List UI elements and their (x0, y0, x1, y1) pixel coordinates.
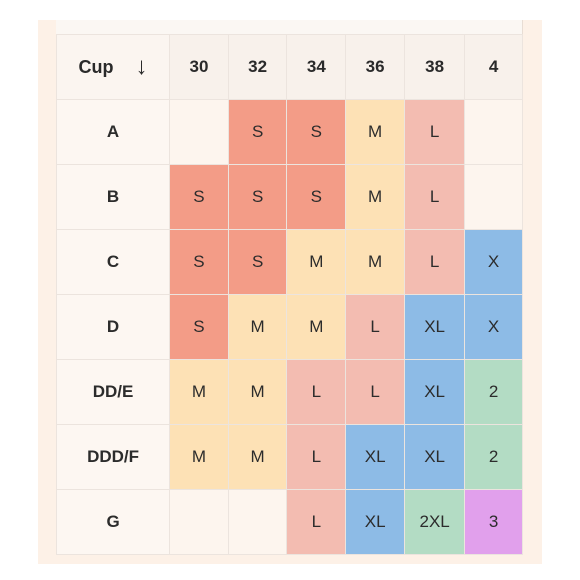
size-cell: L (404, 164, 466, 230)
size-cell: 2XL (404, 489, 466, 555)
size-cell: M (345, 229, 406, 295)
band-size-header: 36 (345, 34, 406, 100)
band-size-header: 4 (464, 34, 523, 100)
size-cell: S (169, 294, 229, 360)
size-cell: L (345, 359, 406, 425)
band-size-header: 34 (286, 34, 347, 100)
table-top-strip (56, 20, 523, 35)
cup-column-header[interactable]: Cup ↓ (56, 34, 171, 100)
table-row: D S M M L XL X (56, 294, 523, 360)
size-cell: L (404, 99, 466, 165)
band-size-header: 30 (169, 34, 229, 100)
size-cell: 3 (464, 489, 523, 555)
cup-size-label: DD/E (56, 359, 171, 425)
size-cell: M (286, 229, 347, 295)
size-cell: M (227, 359, 288, 425)
size-cell: S (169, 229, 229, 295)
table-row: G L XL 2XL 3 (56, 489, 523, 555)
size-cell: M (345, 164, 406, 230)
size-cell: S (227, 164, 288, 230)
size-cell: S (227, 99, 288, 165)
size-cell: XL (404, 424, 466, 490)
header-row: Cup ↓ 30 32 34 36 38 4 (56, 34, 523, 100)
divider (522, 20, 523, 34)
size-cell: XL (404, 359, 466, 425)
size-cell: S (286, 164, 347, 230)
cup-size-label: B (56, 164, 171, 230)
size-cell: 2 (464, 424, 523, 490)
cup-size-label: D (56, 294, 171, 360)
band-size-header: 32 (227, 34, 288, 100)
size-cell: L (404, 229, 466, 295)
cup-size-label: G (56, 489, 171, 555)
size-cell: XL (345, 489, 406, 555)
cup-size-label: C (56, 229, 171, 295)
size-cell: XL (404, 294, 466, 360)
sort-arrow-down-icon[interactable]: ↓ (135, 53, 148, 80)
table-row: DD/E M M L L XL 2 (56, 359, 523, 425)
cup-header-label: Cup (78, 56, 114, 77)
table-row: DDD/F M M L XL XL 2 (56, 424, 523, 490)
size-cell: S (286, 99, 347, 165)
right-edge-panel (523, 20, 542, 564)
size-cell (464, 99, 523, 165)
size-cell: S (227, 229, 288, 295)
size-cell: L (286, 359, 347, 425)
size-cell: X (464, 229, 523, 295)
size-cell: L (286, 424, 347, 490)
size-cell: XL (345, 424, 406, 490)
size-cell: M (227, 424, 288, 490)
size-cell: M (169, 359, 229, 425)
size-cell: L (345, 294, 406, 360)
size-cell: X (464, 294, 523, 360)
band-size-header: 38 (404, 34, 466, 100)
size-cell: 2 (464, 359, 523, 425)
size-cell (169, 99, 229, 165)
size-cell (464, 164, 523, 230)
cup-size-label: DDD/F (56, 424, 171, 490)
size-cell: S (169, 164, 229, 230)
size-cell: L (286, 489, 347, 555)
size-cell: M (227, 294, 288, 360)
size-cell: M (345, 99, 406, 165)
size-cell: M (169, 424, 229, 490)
size-cell (169, 489, 229, 555)
size-cell: M (286, 294, 347, 360)
cup-size-label: A (56, 99, 171, 165)
size-cell (227, 489, 288, 555)
